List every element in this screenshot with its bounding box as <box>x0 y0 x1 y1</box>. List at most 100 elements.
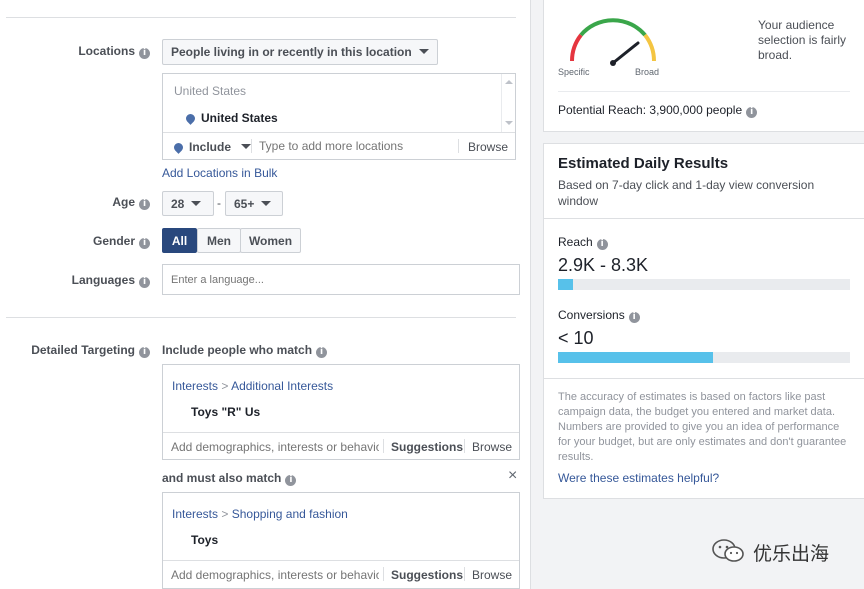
targeting-editor: Locations i People living in or recently … <box>0 17 520 589</box>
audience-description: Your audience selection is fairly broad. <box>758 18 847 62</box>
info-icon[interactable]: i <box>139 277 150 288</box>
breadcrumb-separator: > <box>221 507 229 521</box>
add-targeting-input[interactable] <box>171 565 379 585</box>
language-input[interactable] <box>162 264 520 295</box>
gauge-broad-label: Broad <box>635 67 660 77</box>
browse-targeting-button[interactable]: Browse <box>472 440 513 454</box>
location-type-dropdown[interactable]: People living in or recently in this loc… <box>162 39 438 65</box>
include-dropdown[interactable]: Include <box>172 140 252 154</box>
add-locations-bulk-link[interactable]: Add Locations in Bulk <box>162 166 278 180</box>
chevron-down-icon <box>241 144 252 149</box>
location-search-input[interactable] <box>259 136 449 156</box>
locations-label: Locations i <box>0 44 150 59</box>
age-label: Age i <box>0 195 150 210</box>
add-targeting-input[interactable] <box>171 437 379 457</box>
reach-value: 2.9K - 8.3K <box>558 255 649 275</box>
suggestions-button[interactable]: Suggestions <box>391 440 464 454</box>
estimates-feedback-link[interactable]: Were these estimates helpful? <box>558 471 720 485</box>
divider <box>6 317 516 318</box>
gender-men-button[interactable]: Men <box>197 228 241 253</box>
breadcrumb-root[interactable]: Interests <box>172 379 219 393</box>
conversions-bar-fill <box>558 352 713 363</box>
scroll-up-icon[interactable] <box>505 80 513 84</box>
selected-location[interactable]: United States <box>184 111 278 125</box>
info-icon[interactable]: i <box>139 199 150 210</box>
and-match-label: and must also match i <box>162 471 297 486</box>
age-min-dropdown[interactable]: 28 <box>162 191 214 216</box>
targeting-group-1: Interests > Additional Interests Toys "R… <box>162 364 520 460</box>
estimates-disclaimer: The accuracy of estimates is based on fa… <box>558 391 847 463</box>
divider <box>251 139 252 153</box>
scroll-down-icon[interactable] <box>505 121 513 125</box>
breadcrumb-root[interactable]: Interests <box>172 507 219 521</box>
location-type-value: People living in or recently in this loc… <box>171 45 412 59</box>
chevron-down-icon <box>261 201 272 206</box>
detailed-targeting-label: Detailed Targeting i <box>0 343 150 358</box>
browse-locations-button[interactable]: Browse <box>468 140 509 154</box>
audience-gauge-icon <box>569 18 657 66</box>
summary-column: Specific Broad Your audience selection i… <box>530 0 864 589</box>
age-separator: - <box>217 196 221 210</box>
info-icon[interactable]: i <box>285 475 297 486</box>
close-icon[interactable]: × <box>508 467 518 484</box>
include-match-label: Include people who match i <box>162 343 328 358</box>
gauge-red-segment <box>569 33 583 62</box>
country-group-header: United States <box>174 84 247 98</box>
reach-bar <box>558 279 850 290</box>
info-icon[interactable]: i <box>139 347 150 358</box>
info-icon[interactable]: i <box>139 238 150 249</box>
potential-reach: Potential Reach: 3,900,000 people i <box>558 103 758 118</box>
divider <box>383 567 384 581</box>
potential-reach-text: Potential Reach: 3,900,000 people <box>558 103 743 117</box>
divider <box>6 17 516 18</box>
targeting-item[interactable]: Toys <box>191 533 219 547</box>
info-icon[interactable]: i <box>139 48 150 59</box>
divider <box>544 378 864 379</box>
breadcrumb: Interests > Shopping and fashion <box>172 507 348 521</box>
gender-women-button[interactable]: Women <box>240 228 301 253</box>
info-icon[interactable]: i <box>596 239 608 250</box>
breadcrumb: Interests > Additional Interests <box>172 379 333 393</box>
watermark-text: 优乐出海 <box>753 543 830 565</box>
divider <box>458 139 459 153</box>
wechat-icon <box>712 539 744 562</box>
languages-label: Languages i <box>0 273 150 288</box>
reach-label: Reach i <box>558 235 608 250</box>
include-label: Include <box>189 140 232 154</box>
targeting-item[interactable]: Toys "R" Us <box>191 405 261 419</box>
gauge-specific-label: Specific <box>558 67 590 77</box>
estimates-subtitle: Based on 7-day click and 1-day view conv… <box>558 178 815 208</box>
divider <box>163 432 519 433</box>
info-icon[interactable]: i <box>316 347 328 358</box>
breadcrumb-leaf[interactable]: Shopping and fashion <box>231 507 348 521</box>
divider <box>163 560 519 561</box>
location-pin-icon <box>184 112 197 125</box>
suggestions-button[interactable]: Suggestions <box>391 568 464 582</box>
gauge-needle <box>611 41 640 65</box>
conversions-bar <box>558 352 850 363</box>
gauge-green-segment <box>579 18 647 37</box>
age-max-dropdown[interactable]: 65+ <box>225 191 283 216</box>
gender-all-button[interactable]: All <box>162 228 197 253</box>
info-icon[interactable]: i <box>628 312 640 323</box>
locations-box: United States United States Include Brow… <box>162 73 516 160</box>
location-pin-icon <box>172 141 185 154</box>
estimates-title: Estimated Daily Results <box>558 155 729 172</box>
conversions-label: Conversions i <box>558 308 640 323</box>
estimated-results-card: Estimated Daily Results Based on 7-day c… <box>543 143 864 499</box>
info-icon[interactable]: i <box>746 107 758 118</box>
breadcrumb-separator: > <box>221 379 229 393</box>
chevron-down-icon <box>191 201 202 206</box>
selected-location-label: United States <box>201 111 278 125</box>
age-min-value: 28 <box>171 197 185 211</box>
divider <box>544 218 864 219</box>
divider <box>383 439 384 453</box>
reach-bar-fill <box>558 279 573 290</box>
divider <box>558 91 850 92</box>
gauge-yellow-segment <box>643 33 657 62</box>
age-max-value: 65+ <box>234 197 255 211</box>
browse-targeting-button[interactable]: Browse <box>472 568 513 582</box>
breadcrumb-leaf[interactable]: Additional Interests <box>231 379 334 393</box>
scrollbar[interactable] <box>501 74 515 132</box>
chevron-down-icon <box>418 49 429 54</box>
